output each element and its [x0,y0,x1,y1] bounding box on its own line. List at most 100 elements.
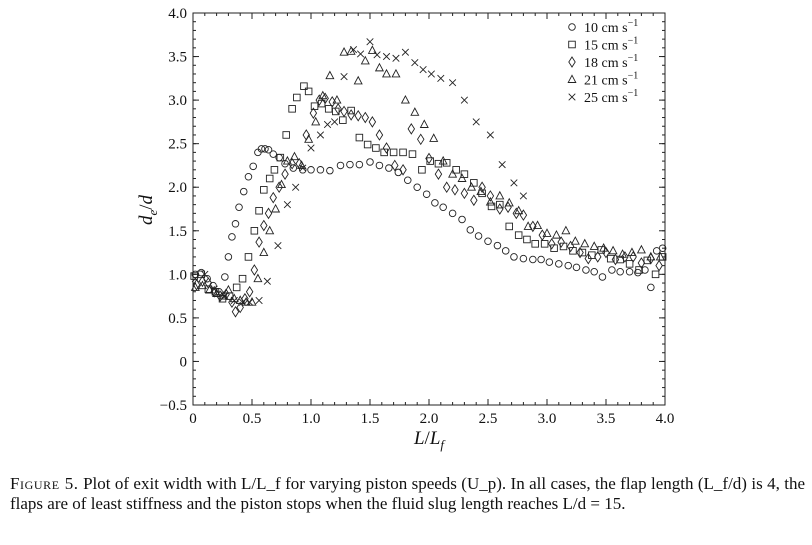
data-point [275,181,283,194]
data-point [230,296,238,305]
data-point [231,220,240,228]
y-tick-label: 2.5 [168,137,187,153]
data-point [501,247,510,255]
data-point [255,296,263,305]
legend-marker [568,40,576,49]
data-point [304,87,313,96]
data-point [529,220,537,233]
legend-marker [568,56,576,68]
data-point [269,191,277,204]
data-point [192,278,201,291]
data-point [533,220,543,230]
data-point [431,199,439,207]
x-tick-label: 0.5 [243,411,262,427]
legend-label: 15 cm s−1 [584,36,638,54]
data-point [321,92,329,105]
data-point [487,202,496,211]
data-point [289,164,298,172]
data-point [381,68,392,78]
data-point [598,273,607,281]
data-point [221,273,229,281]
data-point [318,90,328,100]
data-point [372,144,380,152]
data-point [625,260,634,268]
legend-marker [568,23,576,31]
data-point [419,119,429,128]
data-point [466,182,477,191]
x-tick-label: 4.0 [656,411,675,427]
data-point [399,163,407,176]
data-point [366,38,374,46]
data-point [439,203,447,212]
y-tick-label: −0.5 [160,398,187,414]
axis-ticks: 0 0.5 1.0 1.5 2.0 2.5 3.0 3.5 4.0−0.500.51.01.52… [160,6,675,427]
data-point [309,107,318,120]
x-tick-label: 3.0 [538,411,557,427]
data-point [340,105,348,118]
data-point [651,270,660,279]
data-point [324,105,333,113]
data-point [239,187,248,196]
data-point [611,253,620,266]
data-point [448,209,457,218]
data-point [330,118,339,126]
data-point [374,62,384,72]
data-point [354,109,362,122]
data-point [212,288,222,297]
data-point [191,275,199,283]
data-point [221,292,229,300]
data-point [299,164,307,172]
data-point [496,200,504,209]
data-point [419,66,427,74]
data-point [484,237,492,245]
data-points [190,38,667,318]
data-point [418,166,426,174]
data-point [594,251,602,263]
data-point [608,245,618,255]
data-point [531,240,539,248]
data-point [400,94,410,104]
data-point [572,263,581,272]
data-point [442,181,451,194]
data-point [283,201,292,209]
data-point [425,152,433,165]
data-point [458,215,466,224]
data-point [368,116,377,128]
data-point [646,251,656,261]
data-point [336,161,345,170]
data-point [584,252,593,265]
data-point [363,140,372,149]
y-tick-label: 1.0 [168,267,187,283]
data-point [210,285,218,293]
data-point [204,284,215,294]
y-tick-label: 1.5 [168,224,187,240]
data-point [292,183,300,191]
data-point [504,201,512,214]
data-point [310,102,319,110]
data-point [635,266,643,274]
data-point [276,153,285,162]
data-point [545,258,554,266]
data-point [245,285,254,298]
data-point [408,150,417,158]
data-point [289,151,300,161]
data-point [339,47,349,56]
data-point [316,131,325,139]
data-point [485,196,495,206]
scatter-chart: 0 0.5 1.0 1.5 2.0 2.5 3.0 3.5 4.0−0.500.51.01.52… [136,6,675,452]
data-point [392,54,400,62]
data-point [457,173,467,182]
x-axis-label: L/Lf [413,428,446,452]
data-point [510,253,518,261]
data-point [261,145,269,153]
data-point [391,68,401,78]
y-tick-label: 0.5 [168,311,187,327]
legend-label: 10 cm s−1 [584,18,638,36]
data-point [580,238,590,248]
data-point [250,227,259,235]
data-point [634,268,642,277]
data-point [529,255,537,264]
data-point [300,82,308,90]
data-point [434,168,443,180]
data-point [274,241,282,250]
